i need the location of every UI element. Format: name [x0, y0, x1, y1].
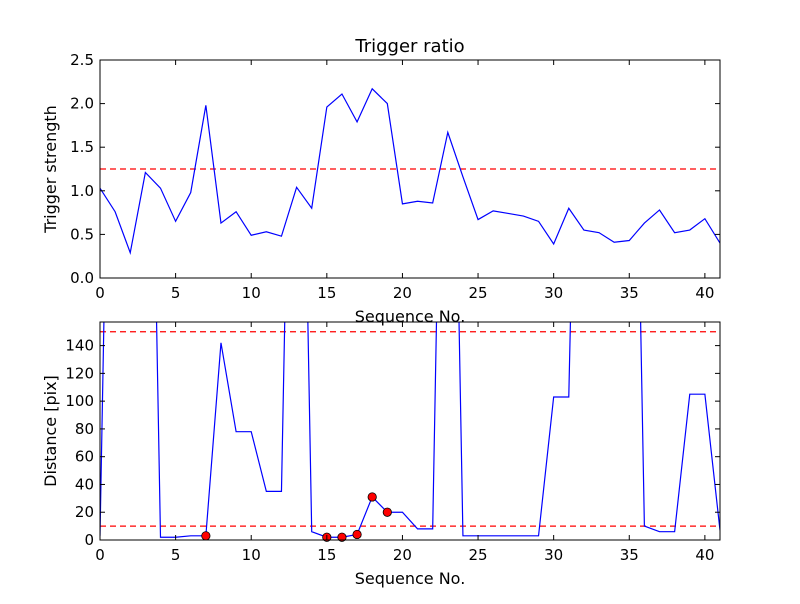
x-tick-label-2: 10	[242, 546, 261, 564]
y-axis-label: Distance [pix]	[41, 375, 60, 487]
y-tick-label-3: 60	[75, 448, 94, 466]
x-tick-label-6: 30	[544, 546, 563, 564]
x-tick-label-4: 20	[393, 284, 412, 302]
x-tick-label-0: 0	[95, 546, 105, 564]
highlight-marker-3	[352, 529, 362, 540]
y-tick-label-4: 2.0	[70, 95, 94, 113]
y-axis-label: Trigger strength	[41, 105, 60, 234]
x-tick-label-7: 35	[620, 546, 639, 564]
highlight-marker-2	[337, 532, 347, 542]
y-tick-label-2: 40	[75, 475, 94, 493]
x-tick-label-8: 40	[695, 546, 714, 564]
x-tick-label-6: 30	[544, 284, 563, 302]
y-tick-label-6: 120	[65, 364, 94, 382]
x-tick-label-5: 25	[469, 546, 488, 564]
x-tick-label-3: 15	[317, 284, 336, 302]
x-tick-label-1: 5	[171, 284, 181, 302]
y-tick-label-5: 2.5	[70, 51, 94, 69]
highlight-marker-4	[367, 492, 377, 502]
y-tick-label-1: 20	[75, 503, 94, 521]
y-tick-label-0: 0.0	[70, 269, 94, 287]
axes-frame	[99, 59, 721, 279]
series-line-0	[100, 87, 720, 255]
chart-title: Trigger ratio	[354, 36, 464, 57]
chart-distance: 0 5 10 15 20 25 30 35 40 0 20 40 60 80 100 120 140 Sequen…	[41, 321, 721, 588]
x-tick-label-1: 5	[171, 546, 181, 564]
y-tick-label-7: 140	[65, 337, 94, 355]
x-axis-label: Sequence No.	[355, 307, 466, 326]
x-tick-label-2: 10	[242, 284, 261, 302]
x-axis-label: Sequence No.	[355, 569, 466, 588]
y-tick-label-2: 1.0	[70, 182, 94, 200]
x-tick-label-4: 20	[393, 546, 412, 564]
x-tick-label-0: 0	[95, 284, 105, 302]
highlight-marker-0	[201, 531, 211, 541]
y-tick-label-3: 1.5	[70, 138, 94, 156]
y-tick-label-5: 100	[65, 392, 94, 410]
y-tick-label-0: 0	[84, 531, 94, 549]
x-tick-label-5: 25	[469, 284, 488, 302]
chart-trigger-ratio: 0 5 10 15 20 25 30 35 40 0.0 0.5 1.0 1.5 2.0 2.5 Sequen…	[41, 36, 721, 326]
x-tick-label-8: 40	[695, 284, 714, 302]
y-tick-label-1: 0.5	[70, 225, 94, 243]
x-tick-label-3: 15	[317, 546, 336, 564]
highlight-marker-5	[382, 507, 392, 517]
axes-frame	[99, 321, 721, 541]
x-tick-label-7: 35	[620, 284, 639, 302]
y-tick-label-4: 80	[75, 420, 94, 438]
